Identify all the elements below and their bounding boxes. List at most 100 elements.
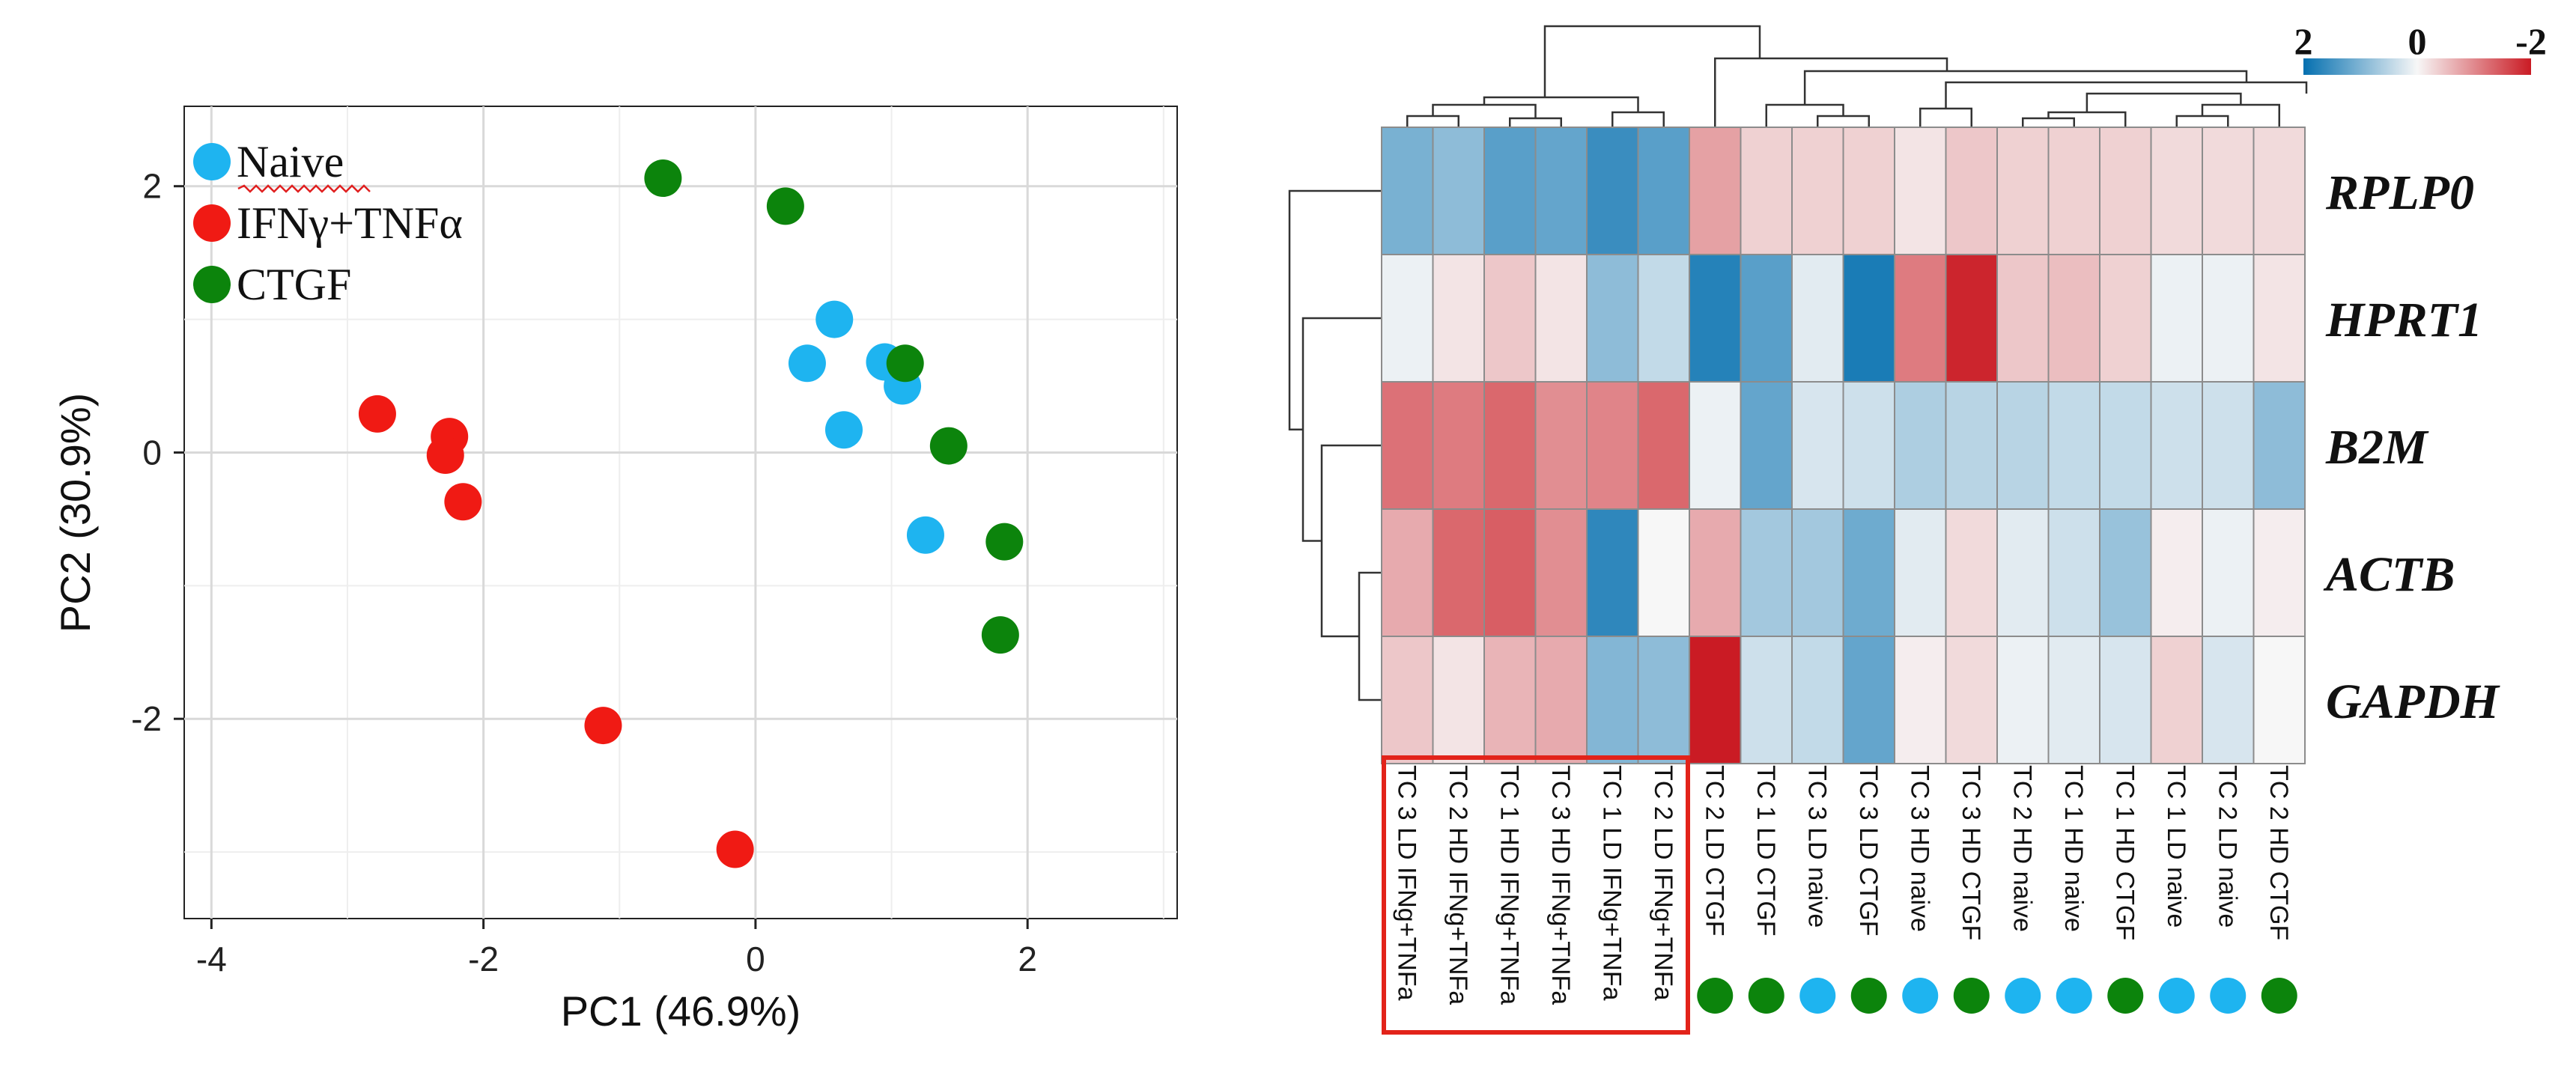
- scatter-points: [358, 159, 1024, 868]
- y-tick-label: 0: [142, 433, 162, 472]
- column-label: TC 2 HD naive: [2008, 765, 2036, 932]
- column-label: TC 3 HD IFNg+TNFa: [1546, 765, 1575, 1005]
- heatmap-cell: [2099, 636, 2152, 764]
- group-dot-ctgf: [1748, 978, 1784, 1014]
- heatmap-cell: [1996, 381, 2050, 510]
- heatmap-cell: [1637, 636, 1690, 764]
- data-point-naive: [815, 300, 854, 338]
- heatmap-cell: [2099, 254, 2152, 383]
- heatmap-cell: [1945, 381, 1998, 510]
- dendrogram-branch: [1803, 70, 2248, 105]
- heatmap-cell: [1586, 636, 1639, 764]
- dendrogram-branch: [1288, 189, 1382, 430]
- heatmap-cell: [2202, 508, 2255, 637]
- heatmap-cell: [1534, 636, 1588, 764]
- data-point-ifn-tnf-: [444, 483, 482, 521]
- heatmap-cell: [1894, 636, 1947, 764]
- data-point-naive: [824, 411, 863, 449]
- heatmap-cell: [2253, 254, 2306, 383]
- plot-frame: [183, 106, 1178, 919]
- column-label: TC 1 LD CTGF: [1752, 765, 1780, 937]
- dendrogram-branch: [1543, 25, 1761, 97]
- heatmap-cell: [1894, 508, 1947, 637]
- x-tick-label: 0: [746, 940, 765, 978]
- heatmap-cell: [2150, 127, 2203, 255]
- row-label: ACTB: [2323, 547, 2455, 602]
- heatmap-cell: [1842, 254, 1895, 383]
- heatmap-cell: [1689, 508, 1742, 637]
- dendrogram-branch: [1919, 107, 1972, 127]
- heatmap-cell: [1483, 636, 1537, 764]
- heatmap-cell: [1432, 508, 1485, 637]
- dendrogram-branch: [1611, 111, 1665, 127]
- heatmap-cell: [1586, 381, 1639, 510]
- heatmap-cell: [1483, 381, 1537, 510]
- axis-ticks: -4 -2 0 2 2 0 -2: [131, 167, 1037, 978]
- heatmap-cell: [1945, 636, 1998, 764]
- row-label: HPRT1: [2325, 293, 2482, 347]
- heatmap-cell: [1432, 254, 1485, 383]
- heatmap-cell: [1381, 381, 1434, 510]
- heatmap-cell: [1894, 254, 1947, 383]
- column-label: TC 3 LD naive: [1802, 765, 1831, 928]
- heatmap-cell: [2150, 508, 2203, 637]
- heatmap-cell: [1483, 508, 1537, 637]
- group-dot-ctgf: [1953, 978, 1990, 1014]
- data-point-ctgf: [985, 523, 1024, 561]
- heatmap-cell: [2150, 254, 2203, 383]
- heatmap-cell: [1534, 127, 1588, 255]
- group-dot-naive: [2158, 978, 2195, 1014]
- y-tick-label: 2: [142, 167, 162, 206]
- heatmap-cell: [2253, 636, 2306, 764]
- heatmap-cell: [1945, 127, 1998, 255]
- heatmap-cell: [1432, 381, 1485, 510]
- heatmap-cell: [1740, 254, 1793, 383]
- heatmap-cell: [1381, 127, 1434, 255]
- plot-grid: [184, 106, 1177, 919]
- spellcheck-underline: [237, 184, 371, 193]
- legend: Naive IFNγ+TNFα CTGF: [193, 137, 463, 309]
- x-tick-label: 2: [1018, 940, 1037, 978]
- column-label: TC 1 HD IFNg+TNFa: [1495, 765, 1523, 1005]
- heatmap-cell: [1996, 636, 2050, 764]
- heatmap-cell: [1996, 127, 2050, 255]
- heatmap-cell: [2099, 508, 2152, 637]
- legend-marker: [193, 204, 231, 242]
- group-dot-naive: [2210, 978, 2247, 1014]
- data-point-ctgf: [644, 159, 682, 198]
- heatmap-cell: [2047, 636, 2100, 764]
- legend-label: CTGF: [237, 260, 351, 309]
- dendrogram-branch: [2086, 92, 2242, 112]
- legend-marker: [193, 143, 231, 180]
- y-tick-label: -2: [131, 699, 162, 738]
- heatmap-cell: [1894, 127, 1947, 255]
- heatmap-cell: [2150, 381, 2203, 510]
- data-point-naive: [906, 516, 944, 554]
- pca-scatter-panel: -4 -2 0 2 2 0 -2 Naive IFNγ+TNFα CTGF PC1 (46.9%…: [52, 106, 1178, 1035]
- column-dendrogram: [1406, 25, 2308, 127]
- group-dot-ctgf: [1850, 978, 1887, 1014]
- heatmap-cells: [1381, 127, 2306, 764]
- group-dot-naive: [2005, 978, 2041, 1014]
- heatmap-cell: [1740, 636, 1793, 764]
- group-dot-naive: [1902, 978, 1939, 1014]
- heatmap-cell: [1689, 127, 1742, 255]
- dendrogram-branch: [1406, 115, 1459, 127]
- heatmap-cell: [1945, 254, 1998, 383]
- group-dot-ctgf: [2261, 978, 2297, 1014]
- group-dot-naive: [1799, 978, 1836, 1014]
- heatmap-cell: [1637, 254, 1690, 383]
- column-label: TC 1 LD naive: [2162, 765, 2190, 928]
- heatmap-cell: [1483, 127, 1537, 255]
- row-label: B2M: [2325, 420, 2429, 475]
- heatmap-cell: [2202, 381, 2255, 510]
- heatmap-cell: [1689, 381, 1742, 510]
- column-label: TC 3 HD naive: [1905, 765, 1933, 932]
- data-point-ifn-tnf-: [716, 830, 754, 868]
- x-tick-label: -4: [196, 940, 227, 978]
- column-label: TC 2 LD naive: [2213, 765, 2241, 928]
- heatmap-cell: [1483, 254, 1537, 383]
- dendrogram-branch: [2047, 111, 2127, 127]
- heatmap-cell: [1740, 381, 1793, 510]
- heatmap-cell: [1637, 127, 1690, 255]
